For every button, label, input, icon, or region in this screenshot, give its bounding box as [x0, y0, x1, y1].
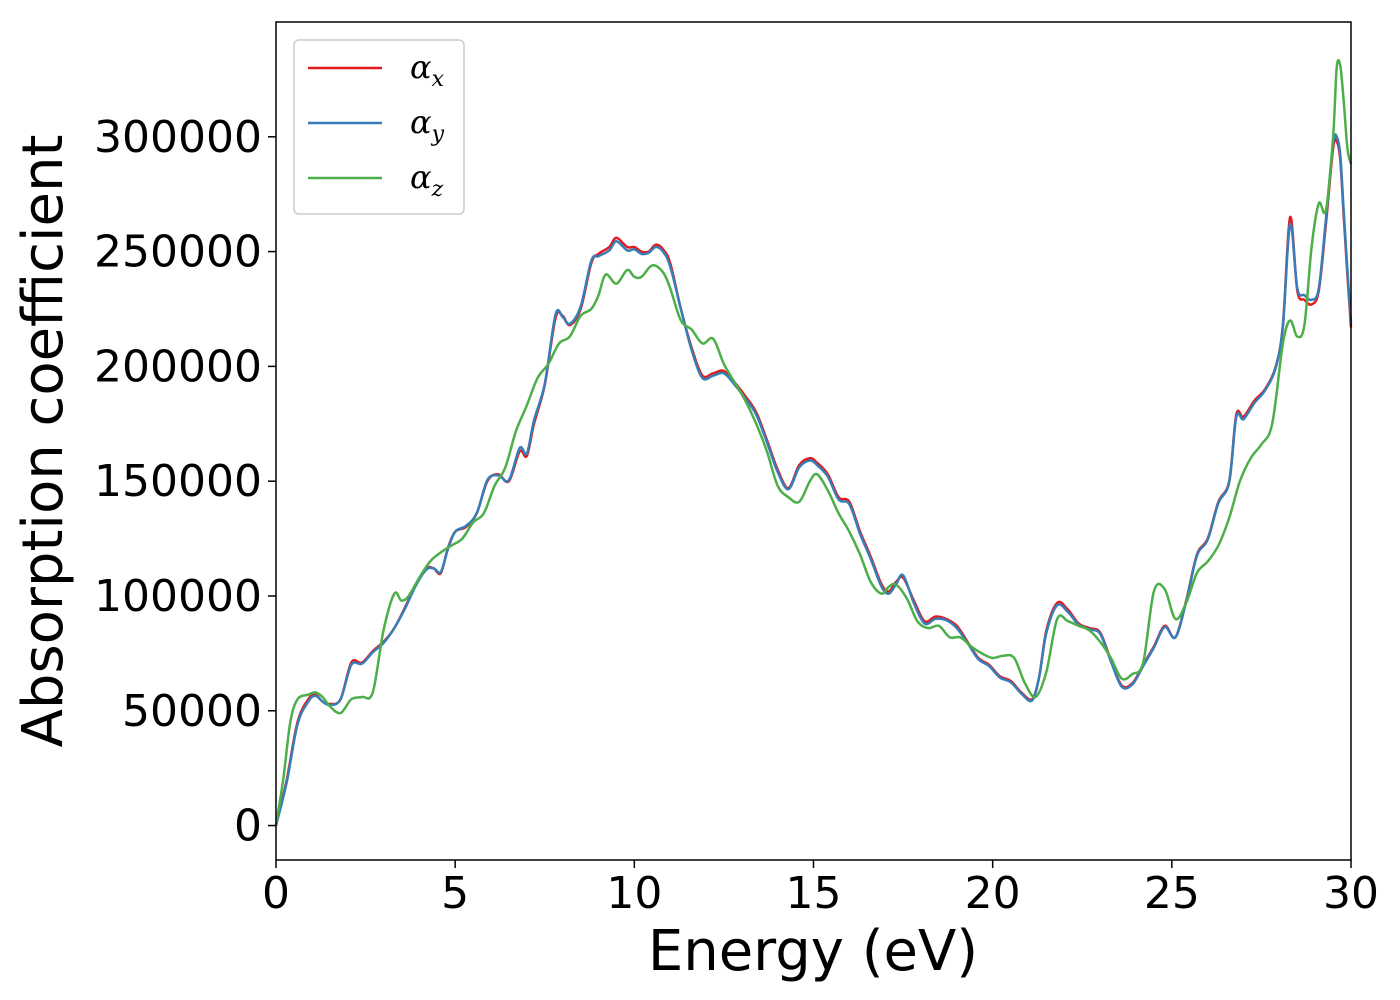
- series-line-y: [274, 133, 1353, 826]
- legend-label-y: αy: [410, 103, 445, 147]
- series-layer: [274, 58, 1353, 826]
- y-tick-label: 250000: [94, 227, 262, 278]
- x-tick-label: 25: [1144, 868, 1200, 919]
- legend-label-z: αz: [410, 158, 444, 202]
- x-tick-label: 0: [262, 868, 290, 919]
- legend-box: [293, 39, 465, 215]
- y-tick-label: 0: [234, 801, 262, 852]
- x-axis-title: Energy (eV): [648, 919, 978, 984]
- x-tick-label: 15: [786, 868, 842, 919]
- y-axis-title: Absorption coefficient: [11, 135, 76, 748]
- series-line-z: [274, 58, 1353, 826]
- y-tick-label: 200000: [94, 341, 262, 392]
- x-tick-label: 30: [1323, 868, 1379, 919]
- legend-label-x: αx: [410, 48, 445, 92]
- y-tick-label: 150000: [94, 456, 262, 507]
- y-tick-label: 100000: [94, 571, 262, 622]
- ticks-layer: 0 5 10 15 20 25 30 0 50000 100000 150000 200000 2500…: [94, 112, 1379, 919]
- x-tick-label: 5: [441, 868, 469, 919]
- y-tick-label: 300000: [94, 112, 262, 163]
- y-tick-label: 50000: [122, 686, 262, 737]
- legend: αx αy αz: [293, 39, 465, 215]
- x-tick-label: 20: [965, 868, 1021, 919]
- x-tick-label: 10: [606, 868, 662, 919]
